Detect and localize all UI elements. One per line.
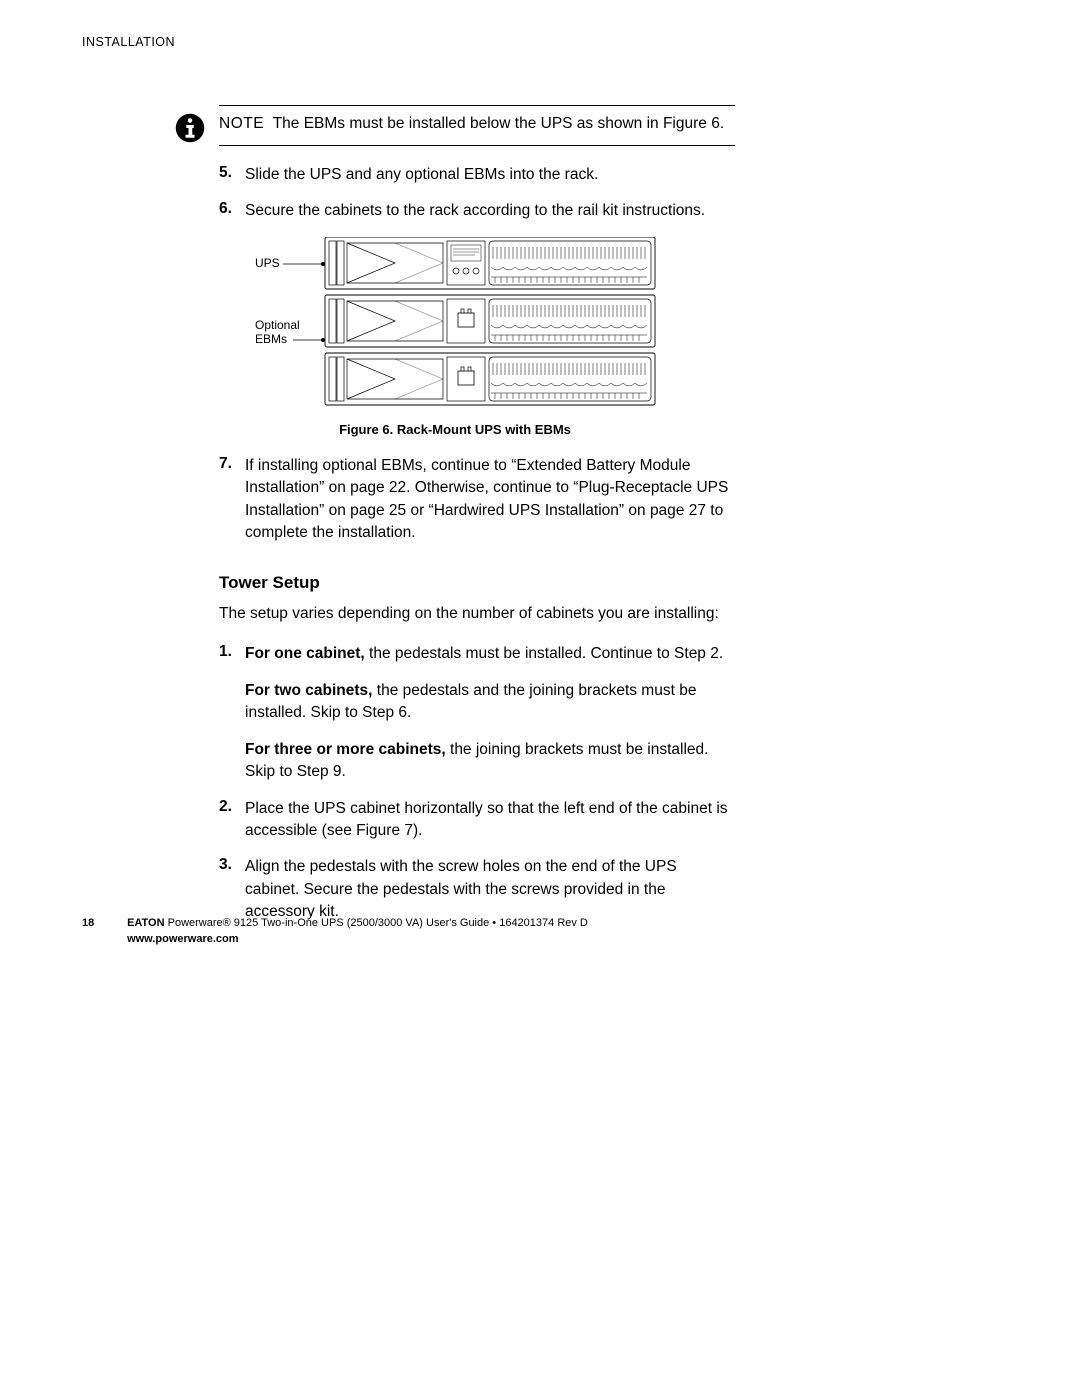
footer-line1: Powerware® 9125 Two-in-One UPS (2500/300… — [165, 917, 588, 929]
page-footer: 18 EATON Powerware® 9125 Two-in-One UPS … — [82, 916, 702, 947]
step-text: Secure the cabinets to the rack accordin… — [245, 200, 735, 222]
step-text: For one cabinet, the pedestals must be i… — [245, 643, 735, 783]
note-label: NOTE — [219, 115, 264, 132]
step-6: 6. Secure the cabinets to the rack accor… — [219, 200, 735, 222]
tower-step-3: 3. Align the pedestals with the screw ho… — [219, 856, 735, 923]
step-text: If installing optional EBMs, continue to… — [245, 455, 735, 545]
note-text: The EBMs must be installed below the UPS… — [273, 115, 724, 132]
page-header: INSTALLATION — [82, 35, 175, 49]
figure-caption: Figure 6. Rack-Mount UPS with EBMs — [175, 422, 735, 437]
text-run: Place the UPS cabinet horizontally so th… — [245, 800, 728, 839]
step-text: Align the pedestals with the screw holes… — [245, 856, 735, 923]
bold-run: For one cabinet, — [245, 645, 365, 662]
step-text: Place the UPS cabinet horizontally so th… — [245, 798, 735, 843]
note-row: NOTE The EBMs must be installed below th… — [175, 105, 735, 146]
step-number: 6. — [219, 200, 245, 222]
step-text: Slide the UPS and any optional EBMs into… — [245, 164, 735, 186]
tower-step-2: 2. Place the UPS cabinet horizontally so… — [219, 798, 735, 843]
step-number: 2. — [219, 798, 245, 843]
footer-text: EATON Powerware® 9125 Two-in-One UPS (25… — [127, 916, 588, 947]
step-number: 3. — [219, 856, 245, 923]
text-run: the pedestals must be installed. Continu… — [365, 645, 723, 662]
tower-steps: 1. For one cabinet, the pedestals must b… — [219, 643, 735, 924]
step-number: 7. — [219, 455, 245, 545]
step-number: 5. — [219, 164, 245, 186]
figure-label-ebms: EBMs — [255, 332, 287, 346]
figure-6: UPS Optional EBMs — [175, 237, 735, 412]
figure-label-ups: UPS — [255, 256, 280, 270]
bold-run: For two cabinets, — [245, 682, 372, 699]
page-number: 18 — [82, 916, 124, 931]
steps-block-b: 7. If installing optional EBMs, continue… — [219, 455, 735, 545]
content-area: NOTE The EBMs must be installed below th… — [175, 105, 735, 938]
footer-url: www.powerware.com — [127, 933, 238, 945]
page: INSTALLATION NOTE The EBMs must be insta… — [0, 0, 1080, 1397]
tower-step-1: 1. For one cabinet, the pedestals must b… — [219, 643, 735, 783]
step-number: 1. — [219, 643, 245, 783]
tower-heading: Tower Setup — [219, 573, 735, 593]
bold-run: For three or more cabinets, — [245, 741, 446, 758]
text-run: Align the pedestals with the screw holes… — [245, 858, 677, 920]
tower-intro: The setup varies depending on the number… — [219, 603, 735, 625]
info-icon — [175, 113, 205, 143]
note-box: NOTE The EBMs must be installed below th… — [219, 105, 735, 146]
step-5: 5. Slide the UPS and any optional EBMs i… — [219, 164, 735, 186]
figure-label-optional: Optional — [255, 318, 300, 332]
footer-brand: EATON — [127, 917, 165, 929]
steps-block-a: 5. Slide the UPS and any optional EBMs i… — [219, 164, 735, 223]
step-7: 7. If installing optional EBMs, continue… — [219, 455, 735, 545]
